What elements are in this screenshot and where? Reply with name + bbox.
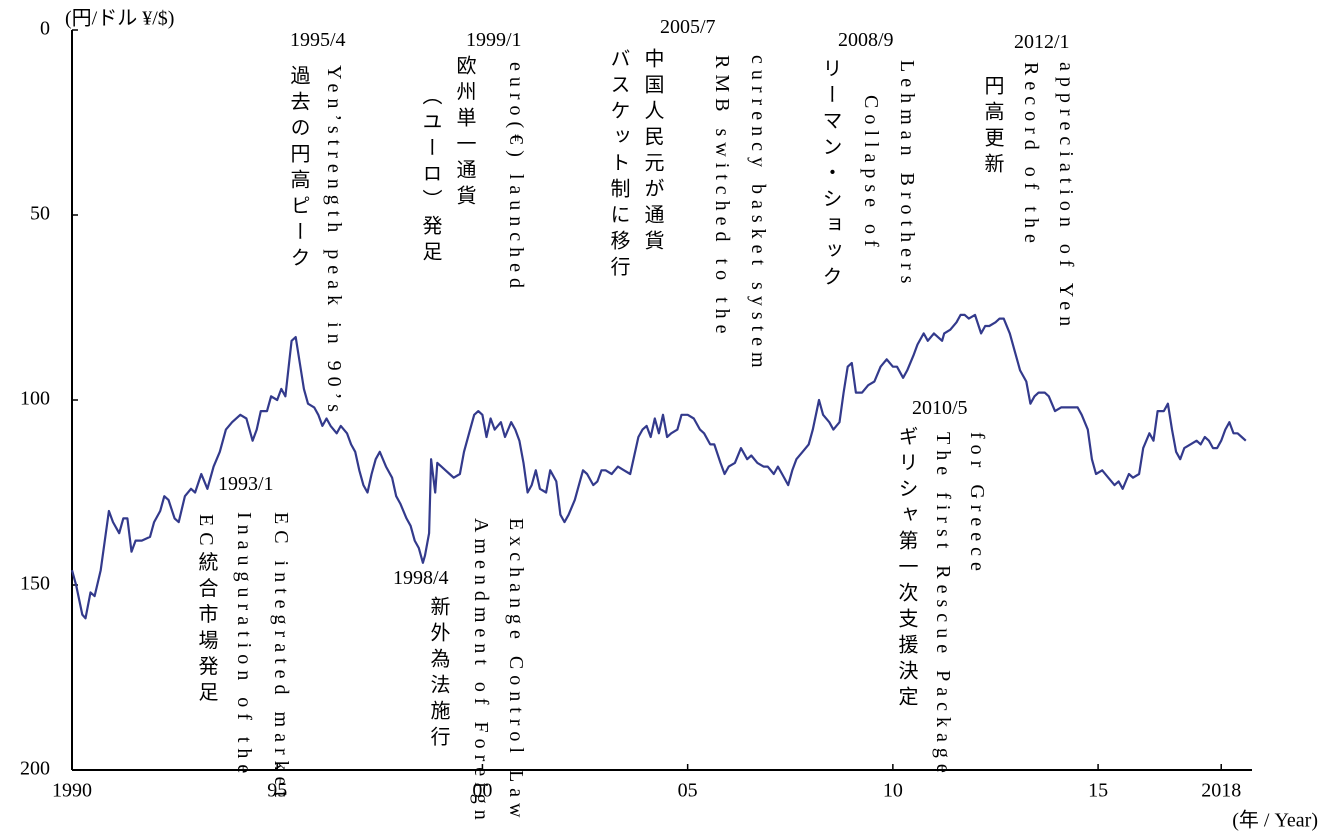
annotation-text: 新外為法施行 (427, 596, 449, 752)
annotation-text: EC統合市場発足 (195, 514, 217, 708)
annotation-text: RMB switched to the (711, 55, 733, 340)
x-tick-label: 15 (1088, 780, 1108, 802)
x-tick-label: 2018 (1201, 780, 1241, 802)
annotation-text: Exchange Control Law (505, 518, 527, 824)
annotation-date: 2012/1 (1014, 31, 1070, 53)
annotation-text: Inauguration of the (233, 512, 255, 780)
annotation-text: for Greece (966, 432, 988, 577)
annotation-text: リーマン・ショック (819, 58, 841, 292)
annotation-text: EC integrated market (270, 512, 292, 804)
annotation-text: バスケット制に移行 (607, 48, 629, 282)
annotation-text: 欧州単一通貨 (453, 55, 475, 211)
annotation-text: （ユーロ）発足 (419, 85, 441, 267)
annotation-date: 1993/1 (218, 473, 274, 495)
annotation-text: currency basket system (747, 55, 769, 374)
x-axis-label: (年 / Year) (1232, 809, 1318, 832)
annotation-date: 2010/5 (912, 397, 968, 419)
annotation-text: 円高更新 (981, 75, 1003, 179)
annotation-text: Collapse of (860, 95, 882, 253)
y-tick-label: 200 (20, 758, 50, 780)
annotation-text: The first Rescue Package (932, 432, 954, 779)
annotation-text: appreciation of Yen (1055, 62, 1077, 333)
annotation-text: Lehman Brothers (896, 60, 918, 290)
annotation-text: 過去の円高ピーク (287, 65, 309, 273)
annotation-date: 1995/4 (290, 29, 346, 51)
y-tick-label: 50 (30, 203, 50, 225)
y-tick-label: 150 (20, 573, 50, 595)
x-tick-label: 1990 (52, 780, 92, 802)
annotation-text: Yen’strength peak in 90’s (323, 65, 345, 418)
rate-line (70, 313, 1247, 620)
x-tick-label: 05 (678, 780, 698, 802)
annotation-date: 2008/9 (838, 29, 894, 51)
annotation-text: 中国人民元が通貨 (641, 48, 663, 256)
annotation-text: Amendment of Foreign (470, 518, 492, 826)
x-tick-label: 95 (267, 780, 287, 802)
annotation-date: 1999/1 (466, 29, 522, 51)
annotation-date: 1998/4 (393, 567, 449, 589)
y-tick-label: 100 (20, 388, 50, 410)
y-tick-label: 0 (40, 18, 50, 40)
x-tick-label: 10 (883, 780, 903, 802)
annotation-text: ギリシャ第一次支援決定 (895, 426, 917, 712)
unit-label: (円/ドル ¥/$) (65, 8, 174, 30)
x-tick-label: 00 (472, 780, 492, 802)
annotation-date: 2005/7 (660, 16, 716, 38)
annotation-text: Record of the (1020, 62, 1042, 249)
annotation-text: euro(€) launched (505, 62, 527, 295)
